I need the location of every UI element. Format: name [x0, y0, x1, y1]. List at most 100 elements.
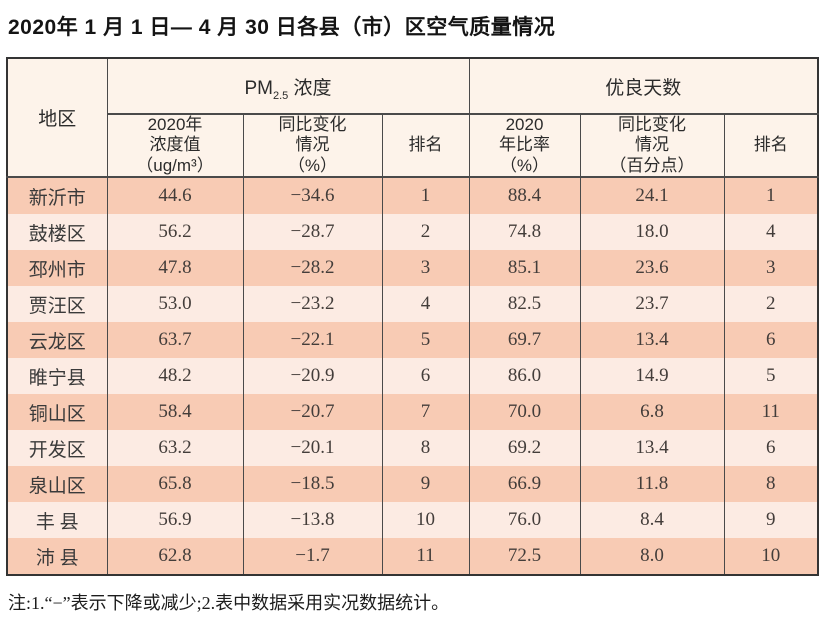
cell-pm-rank: 11: [381, 538, 470, 576]
pm25-label-prefix: PM: [244, 77, 273, 99]
cell-good-ratio: 86.0: [468, 358, 581, 395]
table-row: 鼓楼区 56.2 −28.7 2 74.8 18.0 4: [6, 214, 819, 251]
table-row: 云龙区 63.7 −22.1 5 69.7 13.4 6: [6, 322, 819, 359]
table-row: 邳州市 47.8 −28.2 3 85.1 23.6 3: [6, 250, 819, 287]
cell-good-ratio: 69.2: [468, 430, 581, 467]
cell-good-rank: 8: [723, 466, 819, 503]
cell-good-change: 23.6: [579, 250, 725, 287]
cell-pm-value: 62.8: [106, 538, 244, 576]
cell-good-ratio: 82.5: [468, 286, 581, 323]
cell-region: 开发区: [6, 430, 108, 467]
header-good-change: 同比变化 情况 （百分点）: [579, 114, 725, 179]
sub-header-row: 2020年 浓度值 （ug/m³） 同比变化 情况 （%） 排名 2020 年比…: [7, 114, 819, 179]
cell-good-rank: 4: [723, 214, 819, 251]
cell-pm-change: −1.7: [242, 538, 383, 576]
header-good-rank: 排名: [723, 114, 819, 179]
cell-pm-value: 63.7: [106, 322, 244, 359]
cell-pm-change: −20.9: [242, 358, 383, 395]
cell-region: 丰 县: [6, 502, 108, 539]
table-row: 睢宁县 48.2 −20.9 6 86.0 14.9 5: [6, 358, 819, 395]
header-pm-rank: 排名: [381, 114, 470, 179]
cell-good-change: 23.7: [579, 286, 725, 323]
page-title: 2020年 1 月 1 日— 4 月 30 日各县（市）区空气质量情况: [8, 16, 556, 39]
cell-pm-value: 65.8: [106, 466, 244, 503]
cell-good-change: 8.4: [579, 502, 725, 539]
pm25-label-subscript: 2.5: [272, 89, 289, 102]
cell-good-ratio: 72.5: [468, 538, 581, 576]
table-row: 贾汪区 53.0 −23.2 4 82.5 23.7 2: [6, 286, 819, 323]
pm25-label-suffix: 浓度: [288, 77, 332, 99]
cell-pm-rank: 9: [381, 466, 470, 503]
cell-good-change: 8.0: [579, 538, 725, 576]
cell-pm-rank: 7: [381, 394, 470, 431]
table-row: 开发区 63.2 −20.1 8 69.2 13.4 6: [6, 430, 819, 467]
cell-good-rank: 9: [723, 502, 819, 539]
cell-region: 睢宁县: [6, 358, 108, 395]
cell-good-change: 11.8: [579, 466, 725, 503]
table-row: 沛 县 62.8 −1.7 11 72.5 8.0 10: [6, 538, 819, 576]
cell-pm-change: −13.8: [242, 502, 383, 539]
cell-pm-rank: 3: [381, 250, 470, 287]
cell-good-change: 6.8: [579, 394, 725, 431]
cell-region: 邳州市: [6, 250, 108, 287]
cell-pm-value: 63.2: [106, 430, 244, 467]
table-row: 铜山区 58.4 −20.7 7 70.0 6.8 11: [6, 394, 819, 431]
table-row: 丰 县 56.9 −13.8 10 76.0 8.4 9: [6, 502, 819, 539]
cell-pm-value: 58.4: [106, 394, 244, 431]
cell-good-change: 13.4: [579, 430, 725, 467]
cell-region: 贾汪区: [6, 286, 108, 323]
cell-good-rank: 2: [723, 286, 819, 323]
table-row: 新沂市 44.6 −34.6 1 88.4 24.1 1: [6, 177, 819, 215]
cell-region: 云龙区: [6, 322, 108, 359]
cell-good-rank: 1: [723, 177, 819, 215]
cell-good-change: 24.1: [579, 177, 725, 215]
cell-good-rank: 11: [723, 394, 819, 431]
cell-pm-rank: 6: [381, 358, 470, 395]
cell-pm-value: 53.0: [106, 286, 244, 323]
cell-good-change: 14.9: [579, 358, 725, 395]
cell-pm-value: 47.8: [106, 250, 244, 287]
cell-pm-value: 56.9: [106, 502, 244, 539]
cell-pm-change: −22.1: [242, 322, 383, 359]
air-quality-table: 地区 PM2.5 浓度 优良天数 2020年 浓度值 （ug/m³） 同比变化 …: [6, 57, 820, 577]
cell-pm-change: −34.6: [242, 177, 383, 215]
cell-pm-value: 44.6: [106, 177, 244, 215]
cell-good-ratio: 85.1: [468, 250, 581, 287]
header-good-ratio: 2020 年比率 （%）: [468, 114, 581, 179]
cell-good-ratio: 74.8: [468, 214, 581, 251]
cell-good-rank: 6: [723, 430, 819, 467]
cell-pm-change: −23.2: [242, 286, 383, 323]
cell-region: 鼓楼区: [6, 214, 108, 251]
header-pm-value: 2020年 浓度值 （ug/m³）: [106, 114, 244, 179]
cell-pm-change: −28.7: [242, 214, 383, 251]
cell-good-ratio: 88.4: [468, 177, 581, 215]
header-good-days-group: 优良天数: [468, 58, 819, 115]
cell-good-ratio: 66.9: [468, 466, 581, 503]
cell-good-ratio: 69.7: [468, 322, 581, 359]
cell-pm-change: −20.1: [242, 430, 383, 467]
cell-pm-change: −18.5: [242, 466, 383, 503]
cell-pm-rank: 5: [381, 322, 470, 359]
cell-good-change: 13.4: [579, 322, 725, 359]
cell-region: 铜山区: [6, 394, 108, 431]
cell-good-change: 18.0: [579, 214, 725, 251]
cell-pm-change: −20.7: [242, 394, 383, 431]
header-pm25-group: PM2.5 浓度: [106, 58, 470, 115]
cell-pm-rank: 8: [381, 430, 470, 467]
cell-pm-change: −28.2: [242, 250, 383, 287]
header-region: 地区: [6, 58, 108, 179]
cell-region: 新沂市: [6, 177, 108, 215]
group-header-row: 地区 PM2.5 浓度 优良天数: [6, 58, 819, 179]
table-body: 新沂市 44.6 −34.6 1 88.4 24.1 1 鼓楼区 56.2 −28.7 2 74.8 1…: [6, 177, 819, 576]
cell-region: 沛 县: [6, 538, 108, 576]
cell-good-rank: 3: [723, 250, 819, 287]
cell-pm-rank: 10: [381, 502, 470, 539]
cell-pm-rank: 2: [381, 214, 470, 251]
cell-good-ratio: 70.0: [468, 394, 581, 431]
table-header: 地区 PM2.5 浓度 优良天数 2020年 浓度值 （ug/m³） 同比变化 …: [6, 58, 819, 179]
cell-region: 泉山区: [6, 466, 108, 503]
cell-good-rank: 10: [723, 538, 819, 576]
cell-good-rank: 6: [723, 322, 819, 359]
cell-good-ratio: 76.0: [468, 502, 581, 539]
cell-pm-value: 56.2: [106, 214, 244, 251]
